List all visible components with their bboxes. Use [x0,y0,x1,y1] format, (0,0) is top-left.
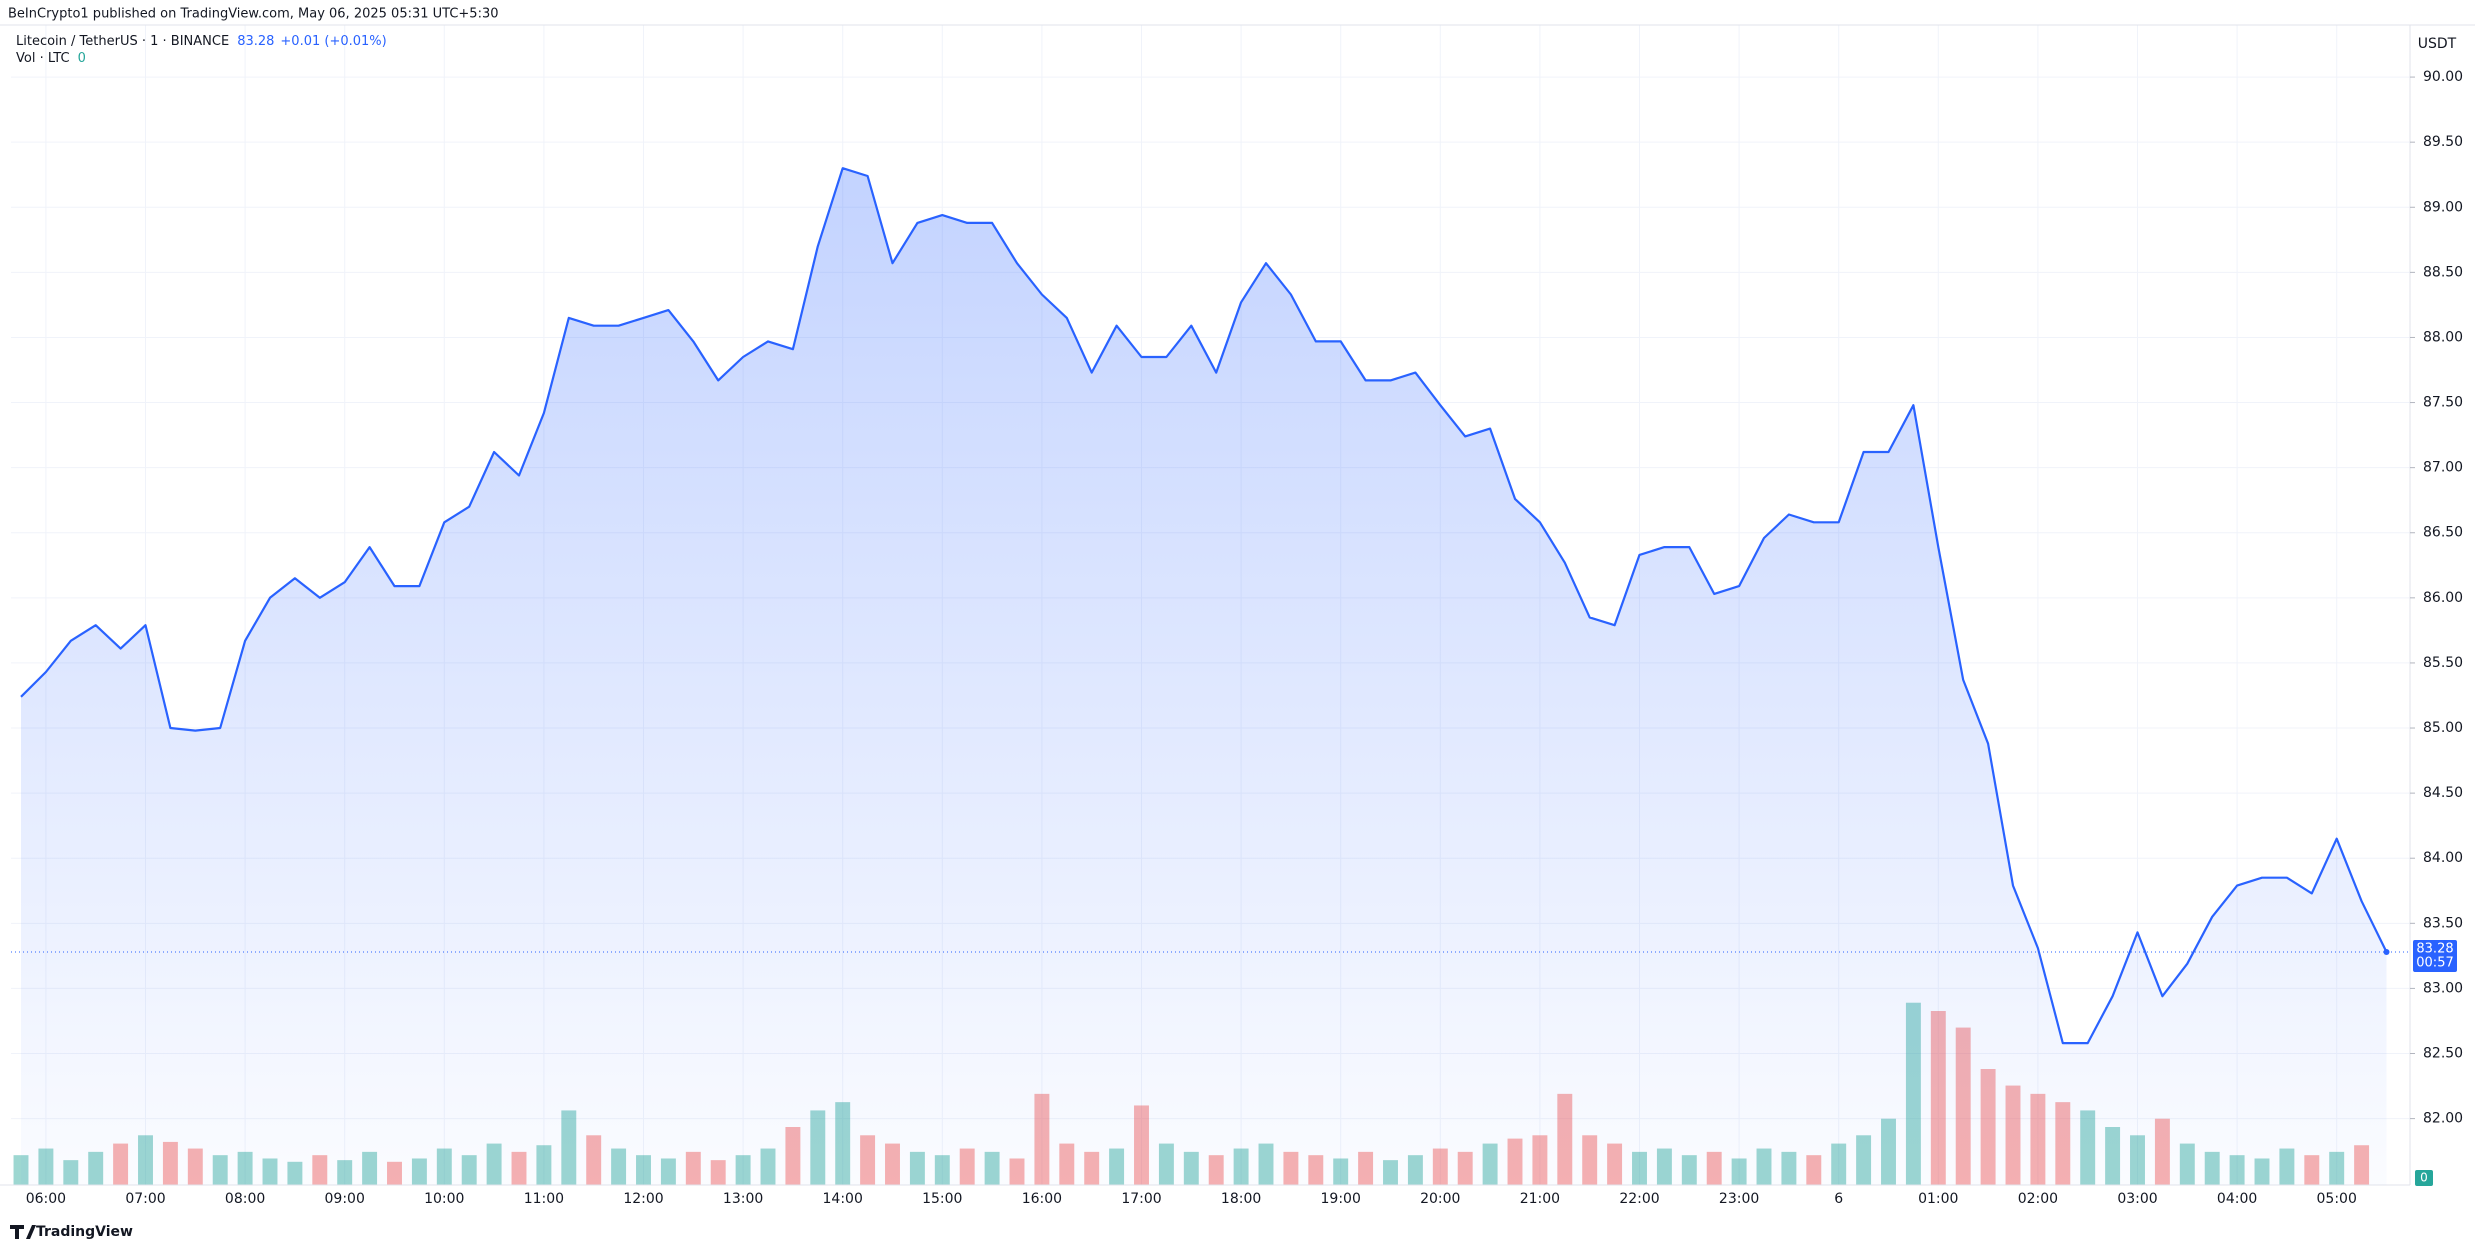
published-note: BeInCrypto1 published on TradingView.com… [8,7,499,22]
x-tick-label: 10:00 [424,1191,464,1207]
x-tick-label: 09:00 [325,1191,365,1207]
last-price-badge [2413,939,2457,972]
logo-mark [10,1225,36,1239]
y-tick-label: 83.50 [2423,915,2463,931]
last-price: 83.28 [237,34,274,49]
y-tick-label: 82.00 [2423,1111,2463,1127]
volume-badge-label: 0 [2420,1171,2428,1185]
price-change: +0.01 (+0.01%) [280,34,386,49]
x-tick-label: 21:00 [1520,1191,1560,1207]
price [11,167,2410,1185]
symbol-name: Litecoin / TetherUS · 1 · BINANCE [16,34,229,49]
y-tick-label: 84.50 [2423,785,2463,801]
x-tick-label: 19:00 [1321,1191,1361,1207]
x-tick-label: 08:00 [225,1191,265,1207]
last-price-label: 83.28 [2416,941,2453,956]
y-tick-label: 88.00 [2423,329,2463,345]
y-tick-label: 86.50 [2423,525,2463,541]
y-tick-label: 83.00 [2423,980,2463,996]
symbol-legend: Litecoin / TetherUS · 1 · BINANCE 83.28 +0… [16,34,387,49]
x-tick-label: 13:00 [723,1191,763,1207]
x-tick-label: 01:00 [1918,1191,1958,1207]
x-tick-label: 15:00 [922,1191,962,1207]
x-tick-label: 07:00 [125,1191,165,1207]
y-tick-label: 87.50 [2423,395,2463,411]
y-tick-label: 89.50 [2423,134,2463,150]
x-tick-label: 03:00 [2117,1191,2157,1207]
countdown-label: 00:57 [2416,955,2453,970]
y-tick-label: 89.00 [2423,199,2463,215]
x-tick-label: 22:00 [1619,1191,1659,1207]
x-tick-label: 02:00 [2018,1191,2058,1207]
x-tick-label: 23:00 [1719,1191,1759,1207]
price-area [21,168,2387,1185]
x-tick-label: 12:00 [623,1191,663,1207]
x-tick-label: 14:00 [823,1191,863,1207]
x-tick-label: 06:00 [26,1191,66,1207]
y-tick-label: 87.00 [2423,460,2463,476]
x-tick-label: 11:00 [524,1191,564,1207]
x-tick-label: 17:00 [1121,1191,1161,1207]
volume-name: Vol · LTC [16,51,70,66]
volume-badge [2415,1170,2433,1186]
currency-label: USDT [2418,36,2457,52]
y-tick-label: 82.50 [2423,1046,2463,1062]
price-line [20,167,2388,1045]
footer-brand: TradingView [36,1224,133,1240]
volume-value: 0 [78,51,86,66]
x-tick-label: 05:00 [2317,1191,2357,1207]
y-tick-label: 86.00 [2423,590,2463,606]
x-tick-label: 6 [1834,1191,1843,1207]
last-price-dot [2383,948,2390,955]
x-tick-label: 20:00 [1420,1191,1460,1207]
y-tick-label: 85.00 [2423,720,2463,736]
footer-logo [10,1225,36,1239]
volume-legend: Vol · LTC 0 [16,51,86,66]
y-tick-label: 90.00 [2423,69,2463,85]
x-tick-label: 04:00 [2217,1191,2257,1207]
x-tick-label: 16:00 [1022,1191,1062,1207]
y-tick-label: 84.00 [2423,850,2463,866]
y-tick-label: 88.50 [2423,264,2463,280]
x-tick-label: 18:00 [1221,1191,1261,1207]
y-tick-label: 85.50 [2423,655,2463,671]
